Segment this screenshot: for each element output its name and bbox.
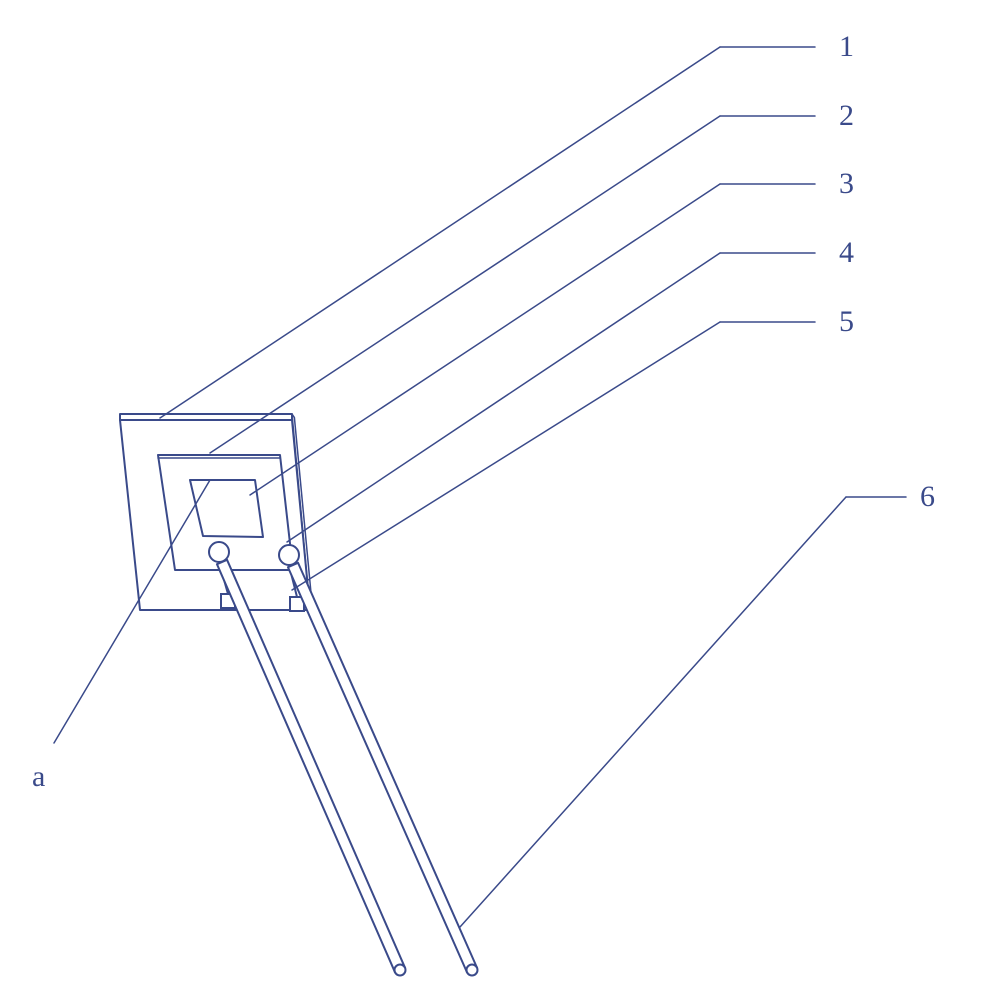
callout-label-3: 3: [839, 167, 854, 201]
callout-label-6: 6: [920, 480, 935, 514]
callout-label-a: a: [32, 760, 45, 794]
callout-label-5: 5: [839, 305, 854, 339]
callout-label-2: 2: [839, 99, 854, 133]
callout-label-4: 4: [839, 236, 854, 270]
callout-label-1: 1: [839, 30, 854, 64]
component-diagram: [0, 0, 991, 1000]
